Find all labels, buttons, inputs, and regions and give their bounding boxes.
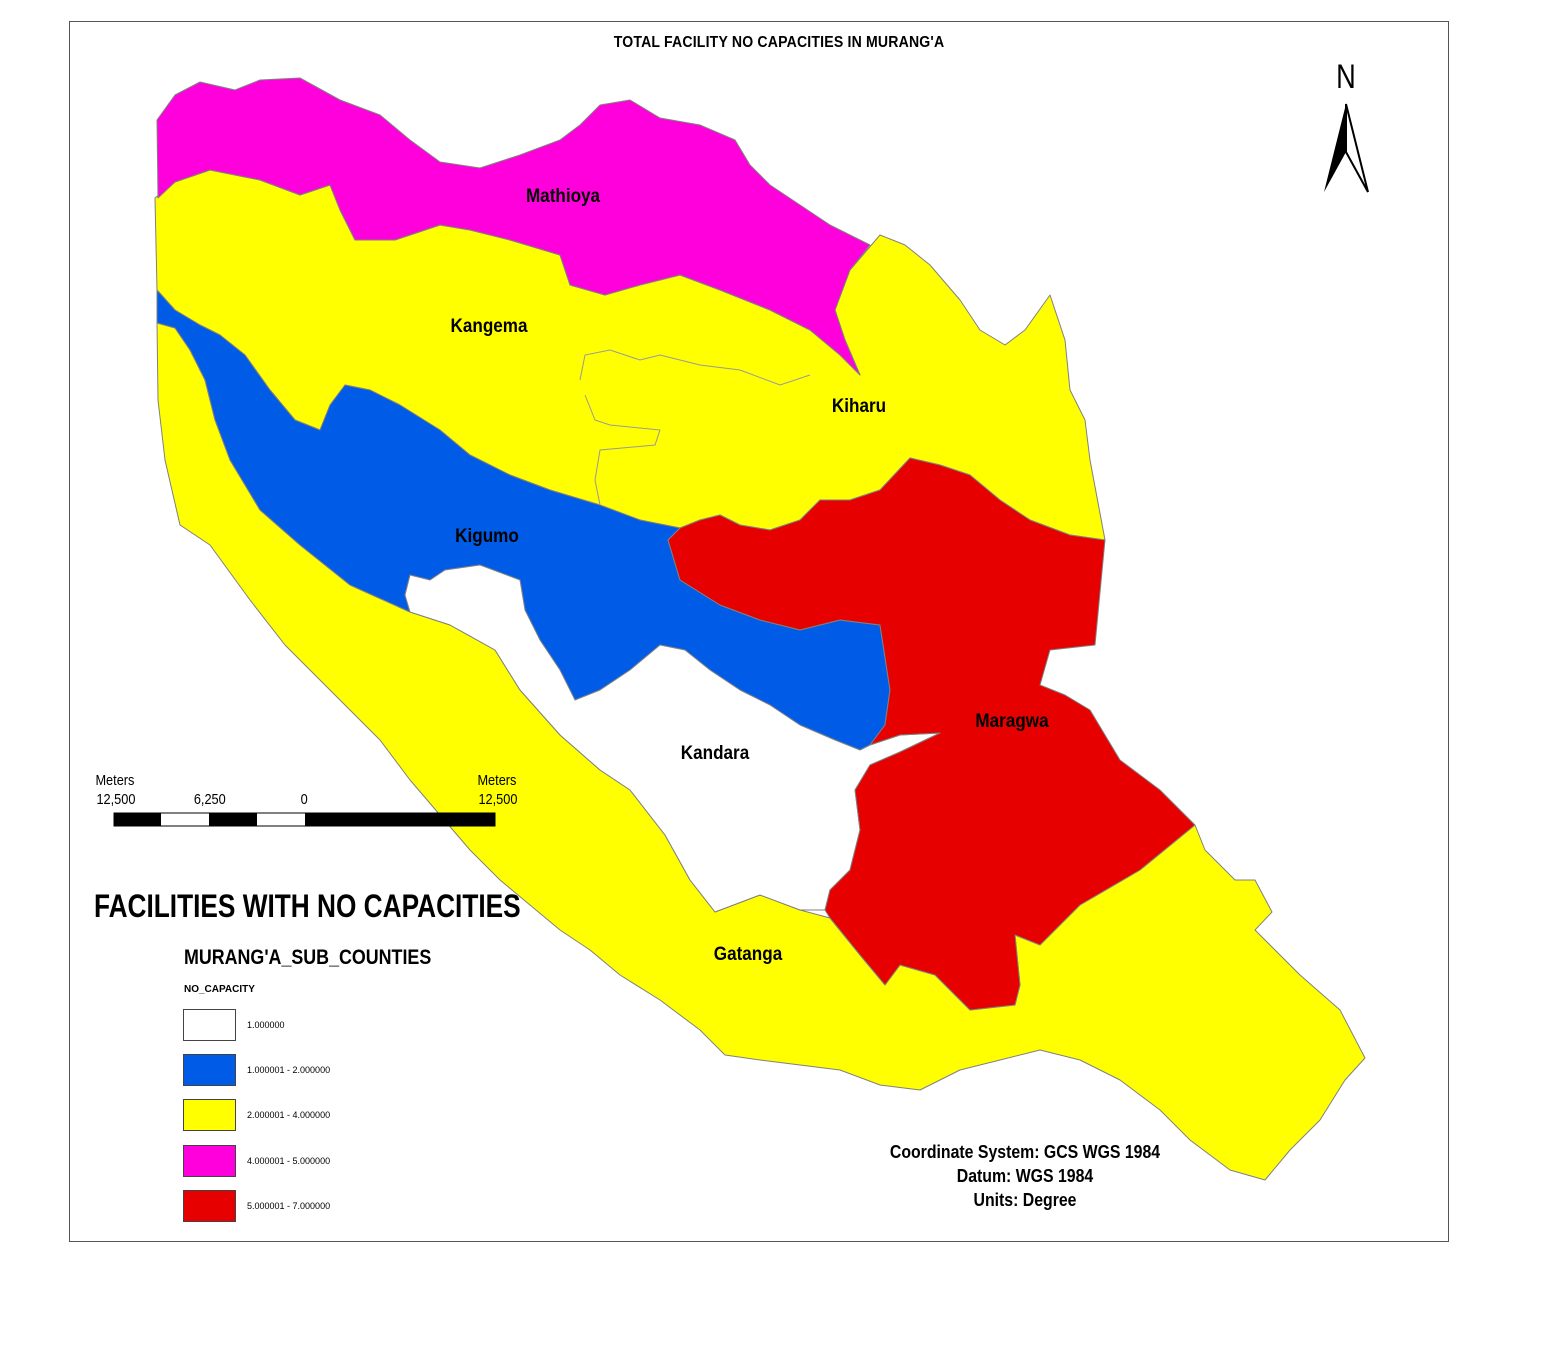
label-kandara: Kandara <box>680 743 750 764</box>
legend-field-name: NO_CAPACITY <box>184 984 255 995</box>
region-maragwa[interactable] <box>667 457 1196 1011</box>
datum: Datum: WGS 1984 <box>956 1166 1094 1186</box>
scale-tick-label: 6,250 <box>193 791 226 808</box>
legend-item: 2.000001 - 4.000000 <box>183 1099 443 1133</box>
label-kigumo: Kigumo <box>455 526 519 547</box>
legend-swatch <box>183 1145 236 1177</box>
internal-boundary <box>579 349 811 506</box>
legend-swatch <box>183 1009 236 1041</box>
legend-value: 1.000000 <box>247 1020 285 1030</box>
units: Units: Degree <box>973 1190 1077 1210</box>
coordinate-system: Coordinate System: GCS WGS 1984 <box>889 1142 1161 1162</box>
label-kiharu: Kiharu <box>831 396 887 417</box>
legend-swatch <box>183 1099 236 1131</box>
scale-bar <box>113 812 496 827</box>
label-kangema: Kangema <box>450 316 528 337</box>
scale-unit-left: Meters <box>95 772 135 789</box>
legend-value: 4.000001 - 5.000000 <box>247 1156 331 1166</box>
north-arrow-icon <box>1324 103 1369 193</box>
scale-tick-label: 0 <box>300 791 308 808</box>
north-letter: N <box>1336 58 1356 96</box>
legend-layer-name: MURANG'A_SUB_COUNTIES <box>184 946 432 969</box>
scale-tick-label: 12,500 <box>478 791 518 808</box>
legend-item: 1.000000 <box>183 1009 443 1043</box>
legend-item: 5.000001 - 7.000000 <box>183 1190 443 1224</box>
label-gatanga: Gatanga <box>713 944 783 965</box>
label-maragwa: Maragwa <box>975 711 1049 732</box>
legend-value: 1.000001 - 2.000000 <box>247 1065 331 1075</box>
region-mathioya[interactable] <box>156 77 871 376</box>
scale-tick-label: 12,500 <box>96 791 136 808</box>
legend-swatch <box>183 1190 236 1222</box>
north-arrow: N <box>1318 60 1374 200</box>
coordinate-info: Coordinate System: GCS WGS 1984 Datum: W… <box>889 1140 1162 1212</box>
scale-unit-right: Meters <box>477 772 517 789</box>
label-mathioya: Mathioya <box>525 186 601 207</box>
legend-item: 1.000001 - 2.000000 <box>183 1054 443 1088</box>
legend-heading: FACILITIES WITH NO CAPACITIES <box>94 888 521 924</box>
map-frame <box>69 21 1449 1242</box>
legend-swatch <box>183 1054 236 1086</box>
legend-item: 4.000001 - 5.000000 <box>183 1145 443 1179</box>
legend-value: 5.000001 - 7.000000 <box>247 1201 331 1211</box>
map-title: TOTAL FACILITY NO CAPACITIES IN MURANG'A <box>613 34 945 51</box>
legend-value: 2.000001 - 4.000000 <box>247 1110 331 1120</box>
